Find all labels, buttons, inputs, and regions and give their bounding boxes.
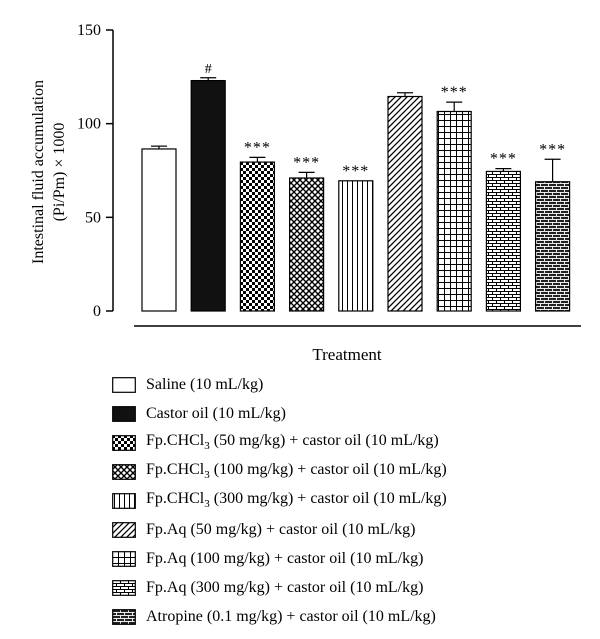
legend-item: Atropine (0.1 mg/kg) + castor oil (10 mL… [112,602,447,631]
legend-swatch [112,579,136,596]
significance-label: # [205,62,212,77]
x-axis-label: Treatment [312,345,382,364]
legend-label: Saline (10 mL/kg) [146,375,264,393]
significance-label: *** [293,154,320,171]
y-axis-label-line1: Intestinal fluid accumulation [30,80,47,264]
legend-item: Fp.CHCl3 (50 mg/kg) + castor oil (10 mL/… [112,428,447,457]
legend-swatch [112,550,136,567]
legend-label: Fp.Aq (50 mg/kg) + castor oil (10 mL/kg) [146,520,416,538]
significance-label: *** [244,139,271,156]
bar [534,181,571,312]
bar [387,95,423,312]
bar [338,180,374,312]
legend-label: Fp.CHCl3 (100 mg/kg) + castor oil (10 mL… [146,461,447,482]
y-tick-label: 0 [93,303,101,320]
legend-label: Atropine (0.1 mg/kg) + castor oil (10 mL… [146,607,436,625]
legend-item: Fp.CHCl3 (100 mg/kg) + castor oil (10 mL… [112,457,447,486]
y-tick-label: 100 [77,116,101,133]
y-tick-label: 150 [77,22,101,39]
significance-label: *** [490,151,517,168]
legend-swatch [112,463,136,480]
bar [289,177,325,312]
bar [436,110,472,312]
legend: Saline (10 mL/kg) Castor oil (10 mL/kg) Fp… [112,370,447,631]
y-tick-label: 50 [85,209,101,226]
y-axis-label-line2: (Pi/Pm) × 1000 [51,123,68,222]
legend-label: Fp.Aq (100 mg/kg) + castor oil (10 mL/kg… [146,549,424,567]
legend-item: Castor oil (10 mL/kg) [112,399,447,428]
legend-swatch [112,521,136,538]
bars: # *** *** *** *** *** *** [141,62,571,312]
legend-item: Fp.CHCl3 (300 mg/kg) + castor oil (10 mL… [112,486,447,515]
legend-label: Castor oil (10 mL/kg) [146,404,286,422]
legend-item: Fp.Aq (50 mg/kg) + castor oil (10 mL/kg) [112,515,447,544]
legend-swatch [112,376,136,393]
legend-swatch [112,434,136,451]
legend-swatch [112,492,136,509]
significance-label: *** [441,84,468,101]
legend-swatch [112,608,136,625]
legend-item: Fp.Aq (300 mg/kg) + castor oil (10 mL/kg… [112,573,447,602]
legend-item: Saline (10 mL/kg) [112,370,447,399]
bar [190,79,226,312]
legend-swatch [112,405,136,422]
legend-label: Fp.CHCl3 (300 mg/kg) + castor oil (10 mL… [146,490,447,511]
legend-item: Fp.Aq (100 mg/kg) + castor oil (10 mL/kg… [112,544,447,573]
legend-label: Fp.Aq (300 mg/kg) + castor oil (10 mL/kg… [146,578,424,596]
bar [141,148,177,312]
bar [239,161,275,312]
bar [485,170,521,312]
legend-label: Fp.CHCl3 (50 mg/kg) + castor oil (10 mL/… [146,432,439,453]
significance-label: *** [342,163,369,180]
y-axis-ticks: 0 50 100 150 [77,22,113,320]
significance-label: *** [539,141,566,158]
